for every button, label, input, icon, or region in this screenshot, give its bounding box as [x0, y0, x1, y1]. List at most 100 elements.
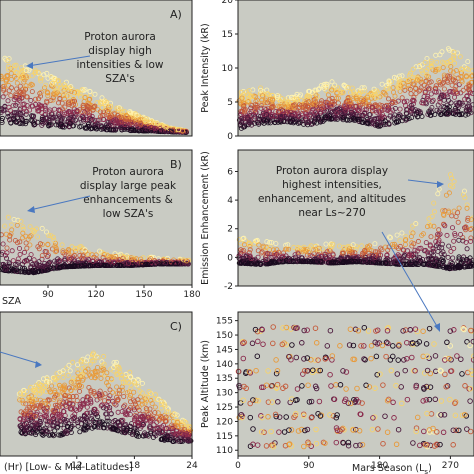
panel-b-point	[79, 255, 85, 261]
panel-c-point	[67, 406, 73, 412]
panel-a-point	[23, 121, 29, 127]
panel-b-point	[172, 261, 178, 267]
panel-c-point	[140, 416, 146, 422]
panel-c-point	[90, 350, 96, 356]
panel-a-point	[5, 66, 11, 72]
panel-c-point	[50, 422, 56, 428]
panel-c-point	[20, 400, 26, 406]
panel-b-point	[45, 242, 51, 248]
panel-c-point	[186, 432, 192, 438]
panel-a-point	[6, 63, 12, 69]
panel-c-point	[33, 432, 39, 438]
panel-c-point	[143, 406, 149, 412]
panel-b-point	[35, 263, 41, 269]
panel-c-point	[49, 432, 55, 438]
panel-c-point	[78, 374, 84, 380]
panel-c-point	[68, 387, 74, 393]
panel-c-point	[34, 425, 40, 431]
panel-b-point	[39, 253, 45, 259]
panel-a-point	[53, 88, 59, 94]
panel-a-point	[16, 89, 22, 95]
panel-a-point	[29, 89, 35, 95]
panel-d-point	[275, 103, 281, 109]
panel-d-point	[244, 89, 250, 95]
panel-b-point	[21, 249, 27, 255]
panel-c-point	[57, 432, 63, 438]
panel-d-point	[285, 102, 291, 108]
panel-a-point	[8, 71, 14, 77]
panel-c-point	[63, 393, 69, 399]
panel-d-point	[258, 105, 264, 111]
panel-b-point	[71, 253, 77, 259]
panel-c-point	[47, 379, 53, 385]
panel-c-point	[67, 397, 73, 403]
panel-b-point	[82, 247, 88, 253]
panel-c-point	[61, 385, 67, 391]
panel-d-point	[262, 117, 268, 123]
panel-c-point	[71, 375, 77, 381]
panel-c-point	[79, 383, 85, 389]
panel-d-point	[426, 109, 432, 115]
panel-a-point	[42, 85, 48, 91]
panel-c-point	[148, 397, 154, 403]
panel-b-point	[28, 252, 34, 258]
panel-c-point	[28, 410, 34, 416]
panel-a-point	[24, 109, 30, 115]
panel-d-point	[396, 76, 402, 82]
panel-c-point	[56, 411, 62, 417]
panel-b-point	[100, 254, 106, 260]
panel-c-point	[123, 421, 129, 427]
panel-a-point	[61, 96, 67, 102]
panel-c-point	[83, 419, 89, 425]
panel-b-point	[104, 262, 110, 268]
panel-c-point	[81, 426, 87, 432]
panel-d-point	[419, 100, 425, 106]
panel-d-point	[451, 75, 457, 81]
panel-d-point	[425, 94, 431, 100]
panel-c-point	[17, 397, 23, 403]
panel-d-point	[390, 107, 396, 113]
panel-a-point	[131, 127, 137, 133]
panel-d-point	[409, 115, 415, 121]
panel-b-point	[50, 234, 56, 240]
panel-b-point	[54, 259, 60, 265]
panel-d-point	[424, 56, 430, 62]
panel-a-point	[169, 128, 175, 134]
panel-c-point	[146, 388, 152, 394]
panel-a-point	[28, 98, 34, 104]
panel-a-point	[61, 82, 67, 88]
panel-c-point	[110, 425, 116, 431]
panel-c-point	[39, 431, 45, 437]
panel-a-point	[68, 84, 74, 90]
panel-a-point	[71, 94, 77, 100]
panel-a-point	[92, 91, 98, 97]
panel-b-point	[0, 251, 4, 257]
panel-b-point	[51, 237, 57, 243]
panel-c-point	[60, 370, 66, 376]
panel-a-point	[5, 58, 11, 64]
panel-c-point	[122, 402, 128, 408]
panel-c-point	[168, 434, 174, 440]
panel-b-point	[123, 260, 129, 266]
panel-c-point	[151, 422, 157, 428]
panel-c-point	[21, 430, 27, 436]
panel-c-point	[90, 358, 96, 364]
panel-d-point	[440, 65, 446, 71]
panel-b-point	[126, 260, 132, 266]
panel-b-xtick-label: 180	[183, 290, 200, 300]
panel-a-point	[129, 128, 135, 134]
panel-c-point	[95, 354, 101, 360]
panel-c-point	[123, 430, 129, 436]
panel-a-point	[32, 70, 38, 76]
panel-d-point	[453, 68, 459, 74]
panel-b-point	[9, 248, 15, 254]
panel-b-point	[5, 214, 11, 220]
panel-b-point	[22, 269, 28, 275]
panel-b-point	[138, 259, 144, 265]
panel-c-point	[103, 406, 109, 412]
panel-f-ytick-label: 145	[216, 345, 233, 355]
panel-a-point	[42, 103, 48, 109]
panel-c-point	[28, 416, 34, 422]
panel-c-point	[61, 430, 67, 436]
panel-c-point	[52, 428, 58, 434]
